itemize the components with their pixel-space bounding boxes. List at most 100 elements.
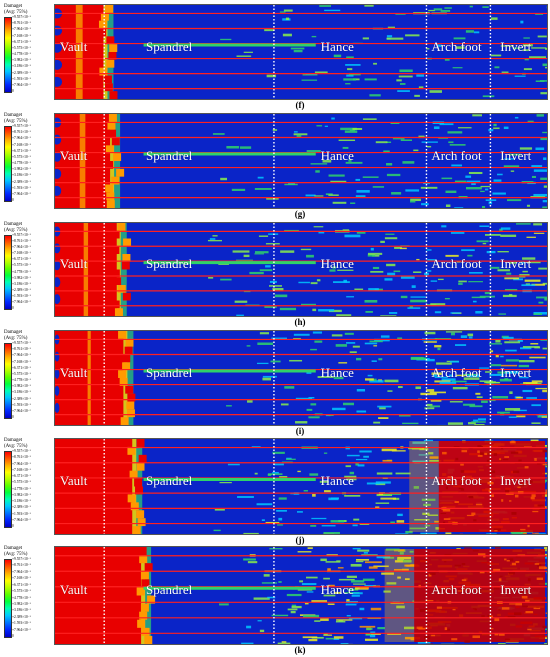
legend-tick-label: +5.575×10⁻¹ <box>12 589 31 593</box>
spandrel-label: Spandrel <box>146 473 192 489</box>
legend-tick-label: +8.761×10⁻¹ <box>12 563 31 567</box>
legend-tick-label: +7.964×10⁻² <box>12 300 31 304</box>
legend-tick-label: +8.761×10⁻¹ <box>12 21 31 25</box>
legend-tick-label: 0 <box>12 306 14 310</box>
legend-tick-label: +7.168×10⁻¹ <box>12 468 31 472</box>
legend-tick-label: +6.371×10⁻¹ <box>12 366 31 370</box>
hance-label: Hance <box>321 473 354 489</box>
legend-tick-label: +7.168×10⁻¹ <box>12 576 31 580</box>
invert-label: Invert <box>500 148 531 164</box>
arch-foot-label: Arch foot <box>431 582 481 598</box>
arch-foot-label: Arch foot <box>431 473 481 489</box>
arch-foot-label: Arch foot <box>431 148 481 164</box>
vault-label: Vault <box>60 256 87 272</box>
legend-color-bar <box>4 343 12 419</box>
color-legend: Damaget(Avg: 75%)+9.557×10⁻¹+8.761×10⁻¹+… <box>4 113 52 203</box>
legend-tick-label: +9.557×10⁻¹ <box>12 124 31 128</box>
legend-tick-label: +4.778×10⁻¹ <box>12 487 31 491</box>
invert-label: Invert <box>500 365 531 381</box>
contour-panel: Damaget(Avg: 75%)+9.557×10⁻¹+8.761×10⁻¹+… <box>0 222 550 329</box>
legend-tick-label: +7.964×10⁻¹ <box>12 245 31 249</box>
legend-tick-label: +2.389×10⁻¹ <box>12 71 31 75</box>
legend-tick-label: +9.557×10⁻¹ <box>12 557 31 561</box>
legend-tick-label: +1.593×10⁻¹ <box>12 77 31 81</box>
legend-tick-label: +6.371×10⁻¹ <box>12 257 31 261</box>
legend-tick-label: +3.186×10⁻¹ <box>12 282 31 286</box>
spandrel-label: Spandrel <box>146 365 192 381</box>
legend-tick-label: +8.761×10⁻¹ <box>12 455 31 459</box>
legend-tick-label: +6.371×10⁻¹ <box>12 583 31 587</box>
hance-label: Hance <box>321 365 354 381</box>
legend-tick-label: +3.982×10⁻¹ <box>12 167 31 171</box>
legend-tick-label: +2.389×10⁻¹ <box>12 615 31 619</box>
legend-color-bar <box>4 235 12 310</box>
arch-foot-label: Arch foot <box>431 256 481 272</box>
legend-tick-label: 0 <box>12 634 14 638</box>
legend-tick-label: +3.186×10⁻¹ <box>12 64 31 68</box>
spandrel-label: Spandrel <box>146 582 192 598</box>
panel-caption: (g) <box>54 209 546 219</box>
legend-tick-label: +7.964×10⁻¹ <box>12 462 31 466</box>
panel-caption: (j) <box>54 535 546 545</box>
damage-contour-plot: Vault Spandrel Hance Arch foot Invert <box>54 438 548 535</box>
legend-tick-label: +4.778×10⁻¹ <box>12 270 31 274</box>
legend-tick-label: +7.964×10⁻² <box>12 83 31 87</box>
legend-tick-label: +8.761×10⁻¹ <box>12 130 31 134</box>
legend-tick-label: +7.168×10⁻¹ <box>12 360 31 364</box>
spandrel-label: Spandrel <box>146 148 192 164</box>
contour-panel: Damaget(Avg: 75%)+9.557×10⁻¹+8.761×10⁻¹+… <box>0 4 550 112</box>
panel-caption: (i) <box>54 426 546 436</box>
legend-tick-label: +9.557×10⁻¹ <box>12 233 31 237</box>
legend-color-bar <box>4 17 12 93</box>
legend-tick-label: +3.982×10⁻¹ <box>12 58 31 62</box>
legend-tick-label: 0 <box>12 415 14 419</box>
legend-tick-label: +7.964×10⁻¹ <box>12 136 31 140</box>
legend-tick-label: +1.593×10⁻¹ <box>12 186 31 190</box>
legend-tick-label: +3.982×10⁻¹ <box>12 384 31 388</box>
legend-tick-label: +4.778×10⁻¹ <box>12 596 31 600</box>
legend-tick-label: +3.186×10⁻¹ <box>12 173 31 177</box>
contour-panel: Damaget(Avg: 75%)+9.557×10⁻¹+8.761×10⁻¹+… <box>0 113 550 221</box>
vault-label: Vault <box>60 582 87 598</box>
vault-label: Vault <box>60 473 87 489</box>
legend-tick-label: +1.593×10⁻¹ <box>12 294 31 298</box>
legend-tick-label: +3.186×10⁻¹ <box>12 499 31 503</box>
arch-foot-label: Arch foot <box>431 39 481 55</box>
hance-label: Hance <box>321 39 354 55</box>
legend-tick-label: +3.186×10⁻¹ <box>12 608 31 612</box>
contour-panel: Damaget(Avg: 75%)+9.557×10⁻¹+8.761×10⁻¹+… <box>0 330 550 438</box>
color-legend: Damaget(Avg: 75%)+9.557×10⁻¹+8.761×10⁻¹+… <box>4 4 52 94</box>
hance-label: Hance <box>321 256 354 272</box>
invert-label: Invert <box>500 473 531 489</box>
legend-tick-label: +7.168×10⁻¹ <box>12 143 31 147</box>
legend-tick-label: +6.371×10⁻¹ <box>12 40 31 44</box>
legend-tick-label: 0 <box>12 198 14 202</box>
legend-tick-label: +3.186×10⁻¹ <box>12 390 31 394</box>
vault-label: Vault <box>60 365 87 381</box>
legend-tick-label: +5.575×10⁻¹ <box>12 372 31 376</box>
legend-tick-label: +7.964×10⁻¹ <box>12 353 31 357</box>
invert-label: Invert <box>500 582 531 598</box>
legend-tick-label: +9.557×10⁻¹ <box>12 449 31 453</box>
legend-tick-label: +7.964×10⁻² <box>12 518 31 522</box>
hance-label: Hance <box>321 148 354 164</box>
legend-color-bar <box>4 559 12 638</box>
legend-tick-label: +2.389×10⁻¹ <box>12 288 31 292</box>
color-legend: Damaget(Avg: 75%)+9.557×10⁻¹+8.761×10⁻¹+… <box>4 330 52 420</box>
damage-contour-plot: Vault Spandrel Hance Arch foot Invert <box>54 330 548 426</box>
legend-tick-label: +5.575×10⁻¹ <box>12 263 31 267</box>
color-legend: Damaget(Avg: 75%)+9.557×10⁻¹+8.761×10⁻¹+… <box>4 222 52 311</box>
legend-tick-label: 0 <box>12 524 14 528</box>
panel-caption: (k) <box>54 645 546 655</box>
legend-tick-label: +3.982×10⁻¹ <box>12 276 31 280</box>
arch-foot-label: Arch foot <box>431 365 481 381</box>
legend-tick-label: +2.389×10⁻¹ <box>12 505 31 509</box>
legend-tick-label: +7.168×10⁻¹ <box>12 251 31 255</box>
legend-tick-label: +3.982×10⁻¹ <box>12 602 31 606</box>
legend-color-bar <box>4 451 12 528</box>
